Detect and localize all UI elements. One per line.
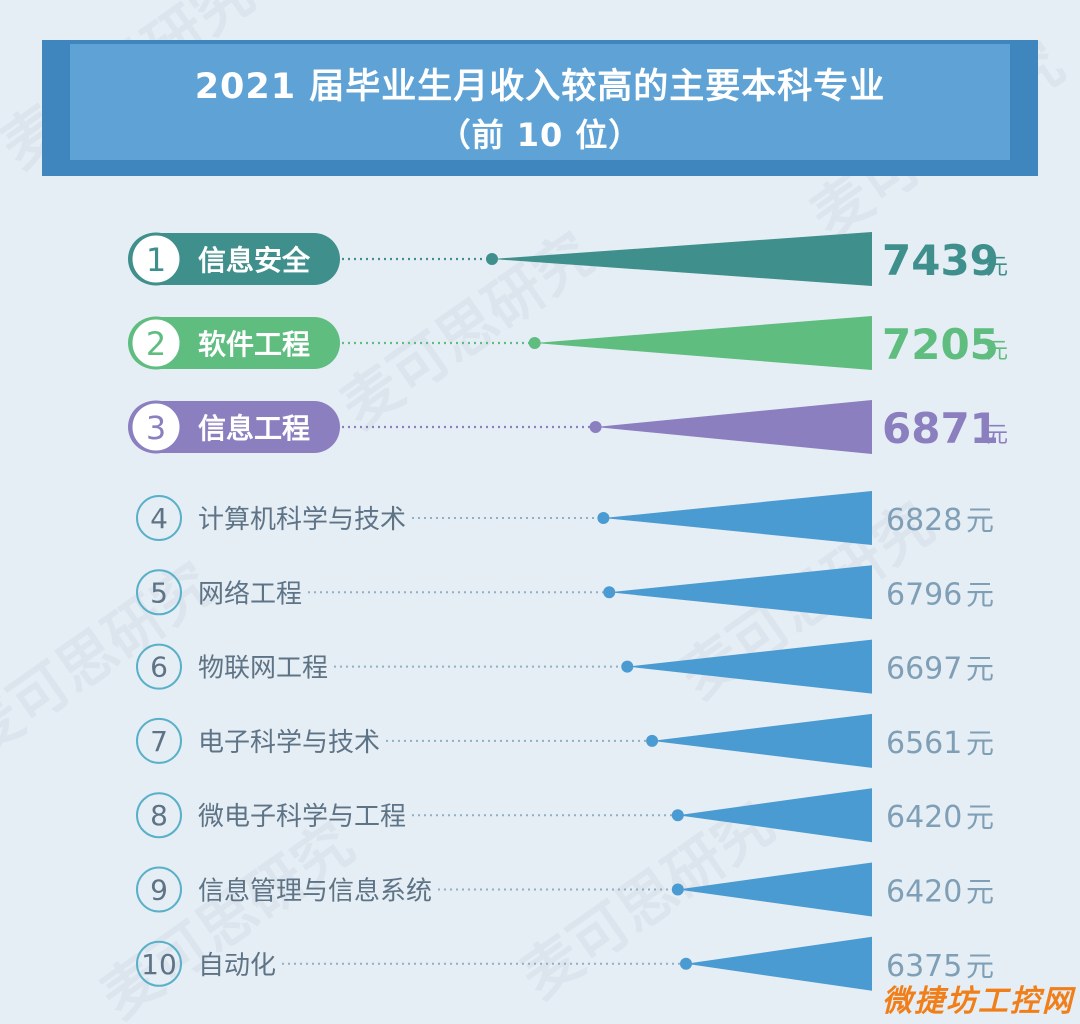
value-unit: 元 <box>966 727 994 760</box>
rank-number: 9 <box>150 874 168 907</box>
rank-number: 5 <box>150 576 168 609</box>
chart-title: 2021 届毕业生月收入较高的主要本科专业 <box>194 67 886 107</box>
value-unit: 元 <box>966 801 994 834</box>
rank-number: 1 <box>146 241 166 279</box>
bar-tip-dot <box>671 883 684 896</box>
bar-wedge <box>627 639 872 694</box>
rank-badge <box>136 866 182 913</box>
bar-tip-dot <box>597 512 610 524</box>
value-unit: 元 <box>986 255 1008 280</box>
bar-wedge <box>603 491 872 545</box>
bar-tip-dot <box>589 421 602 433</box>
bar-wedge <box>492 232 872 286</box>
bar-tip-dot <box>603 586 616 599</box>
bar-wedge <box>677 862 872 917</box>
rank-badge <box>136 717 182 764</box>
value-unit: 元 <box>986 423 1008 448</box>
value-label: 6871 <box>882 404 999 453</box>
value-unit: 元 <box>966 653 994 686</box>
rank-number: 8 <box>150 799 168 832</box>
site-watermark: 微捷坊工控网 <box>882 984 1074 1019</box>
value-unit: 元 <box>986 339 1008 364</box>
value-label: 6420 <box>886 800 962 835</box>
rank-number: 10 <box>141 948 177 981</box>
bar-wedge <box>652 713 872 768</box>
category-label: 信息工程 <box>198 412 310 445</box>
bar-tip-dot <box>646 734 659 747</box>
category-pill <box>128 233 340 285</box>
bar-tip-dot <box>621 660 634 673</box>
rank-number: 2 <box>146 325 166 363</box>
value-label: 6697 <box>886 652 962 687</box>
value-label: 7439 <box>882 236 999 285</box>
rank-number: 7 <box>150 725 168 758</box>
value-label: 6796 <box>886 577 962 612</box>
value-label: 6420 <box>886 875 962 910</box>
rank-number: 6 <box>150 651 168 684</box>
rank-badge <box>136 495 182 541</box>
bar-wedge <box>609 565 872 620</box>
category-label: 软件工程 <box>198 328 310 361</box>
category-label: 信息管理与信息系统 <box>198 877 432 907</box>
category-label: 物联网工程 <box>198 654 328 684</box>
value-unit: 元 <box>966 578 994 611</box>
value-label: 6375 <box>886 949 962 984</box>
rank-badge <box>136 940 182 987</box>
rank-number: 4 <box>150 502 168 535</box>
category-label: 信息安全 <box>198 244 311 277</box>
rank-badge <box>129 316 183 370</box>
bar-wedge <box>686 936 872 991</box>
value-unit: 元 <box>966 504 994 537</box>
chart-subtitle: （前 10 位） <box>438 116 642 154</box>
value-unit: 元 <box>966 950 994 983</box>
bar-tip-dot <box>528 337 541 349</box>
rank-badge <box>136 792 182 839</box>
category-label: 微电子科学与工程 <box>198 802 406 832</box>
category-label: 电子科学与技术 <box>198 728 380 758</box>
rank-badge <box>129 400 183 454</box>
category-label: 计算机科学与技术 <box>198 505 406 535</box>
bar-wedge <box>677 788 872 843</box>
value-label: 6561 <box>886 726 962 761</box>
category-pill <box>128 317 340 369</box>
rank-badge <box>136 643 182 690</box>
bar-wedge <box>534 316 872 370</box>
bar-tip-dot <box>671 809 684 822</box>
value-label: 6828 <box>886 503 962 538</box>
category-label: 网络工程 <box>198 579 302 609</box>
category-label: 自动化 <box>198 951 276 981</box>
value-label: 7205 <box>882 320 999 369</box>
rank-badge <box>129 232 183 286</box>
rank-badge <box>136 569 182 616</box>
title-banner: 2021 届毕业生月收入较高的主要本科专业 （前 10 位） <box>70 44 1010 160</box>
bar-wedge <box>595 400 872 454</box>
bar-tip-dot <box>680 957 692 970</box>
value-unit: 元 <box>966 876 994 909</box>
bar-tip-dot <box>486 253 498 265</box>
rank-number: 3 <box>146 409 166 447</box>
category-pill <box>128 401 340 453</box>
